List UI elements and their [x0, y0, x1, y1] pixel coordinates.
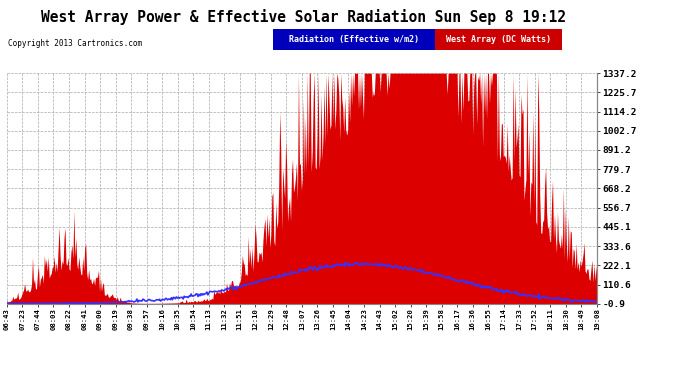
Text: West Array (DC Watts): West Array (DC Watts): [446, 35, 551, 44]
Text: Copyright 2013 Cartronics.com: Copyright 2013 Cartronics.com: [8, 39, 142, 48]
Text: Radiation (Effective w/m2): Radiation (Effective w/m2): [288, 35, 419, 44]
Text: West Array Power & Effective Solar Radiation Sun Sep 8 19:12: West Array Power & Effective Solar Radia…: [41, 9, 566, 26]
